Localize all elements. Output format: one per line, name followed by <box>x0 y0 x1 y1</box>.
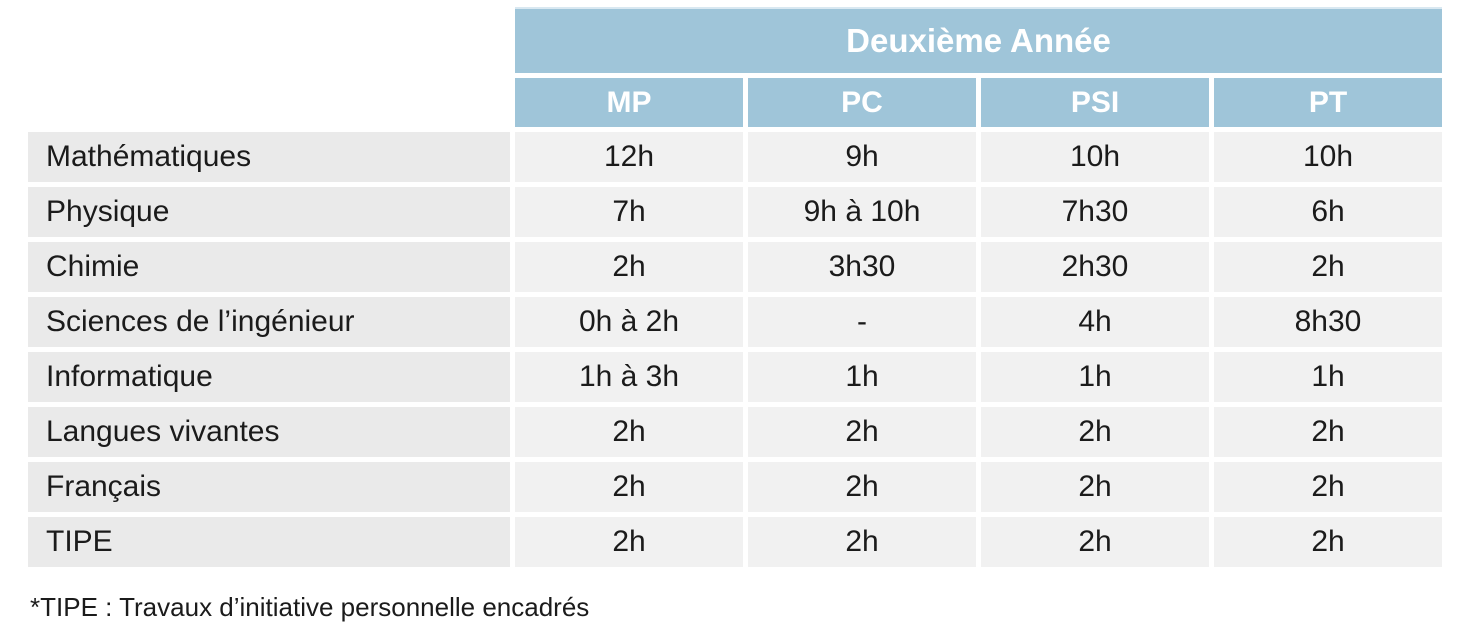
row-label-chimie: Chimie <box>28 242 510 292</box>
hours-table: Deuxième Année MP PC PSI PT Mathématique… <box>28 7 1442 567</box>
row-label-langues-vivantes: Langues vivantes <box>28 407 510 457</box>
row-label-sciences-ingenieur: Sciences de l’ingénieur <box>28 297 510 347</box>
cell-langues-vivantes-psi: 2h <box>981 407 1209 457</box>
row-label-mathematiques: Mathématiques <box>28 132 510 182</box>
cell-mathematiques-pc: 9h <box>748 132 976 182</box>
cell-tipe-pc: 2h <box>748 517 976 567</box>
cell-tipe-mp: 2h <box>515 517 743 567</box>
row-label-francais: Français <box>28 462 510 512</box>
cell-mathematiques-psi: 10h <box>981 132 1209 182</box>
cell-chimie-pc: 3h30 <box>748 242 976 292</box>
row-label-physique: Physique <box>28 187 510 237</box>
cell-tipe-pt: 2h <box>1214 517 1442 567</box>
cell-chimie-mp: 2h <box>515 242 743 292</box>
cell-informatique-pt: 1h <box>1214 352 1442 402</box>
cell-mathematiques-pt: 10h <box>1214 132 1442 182</box>
cell-physique-pc: 9h à 10h <box>748 187 976 237</box>
cell-informatique-pc: 1h <box>748 352 976 402</box>
table-title: Deuxième Année <box>515 7 1442 73</box>
cell-francais-pc: 2h <box>748 462 976 512</box>
cell-francais-pt: 2h <box>1214 462 1442 512</box>
cell-physique-pt: 6h <box>1214 187 1442 237</box>
cell-sciences-ingenieur-psi: 4h <box>981 297 1209 347</box>
cell-physique-psi: 7h30 <box>981 187 1209 237</box>
cell-francais-psi: 2h <box>981 462 1209 512</box>
cell-sciences-ingenieur-pt: 8h30 <box>1214 297 1442 347</box>
cell-sciences-ingenieur-pc: - <box>748 297 976 347</box>
cell-informatique-psi: 1h <box>981 352 1209 402</box>
row-label-informatique: Informatique <box>28 352 510 402</box>
row-label-tipe: TIPE <box>28 517 510 567</box>
column-header-pc: PC <box>748 78 976 127</box>
cell-langues-vivantes-pt: 2h <box>1214 407 1442 457</box>
cell-francais-mp: 2h <box>515 462 743 512</box>
cell-chimie-psi: 2h30 <box>981 242 1209 292</box>
cell-physique-mp: 7h <box>515 187 743 237</box>
tipe-footnote: *TIPE : Travaux d’initiative personnelle… <box>30 592 590 622</box>
cell-langues-vivantes-mp: 2h <box>515 407 743 457</box>
column-header-psi: PSI <box>981 78 1209 127</box>
column-header-pt: PT <box>1214 78 1442 127</box>
cell-chimie-pt: 2h <box>1214 242 1442 292</box>
cell-informatique-mp: 1h à 3h <box>515 352 743 402</box>
cell-sciences-ingenieur-mp: 0h à 2h <box>515 297 743 347</box>
column-header-mp: MP <box>515 78 743 127</box>
cell-mathematiques-mp: 12h <box>515 132 743 182</box>
cell-langues-vivantes-pc: 2h <box>748 407 976 457</box>
cell-tipe-psi: 2h <box>981 517 1209 567</box>
